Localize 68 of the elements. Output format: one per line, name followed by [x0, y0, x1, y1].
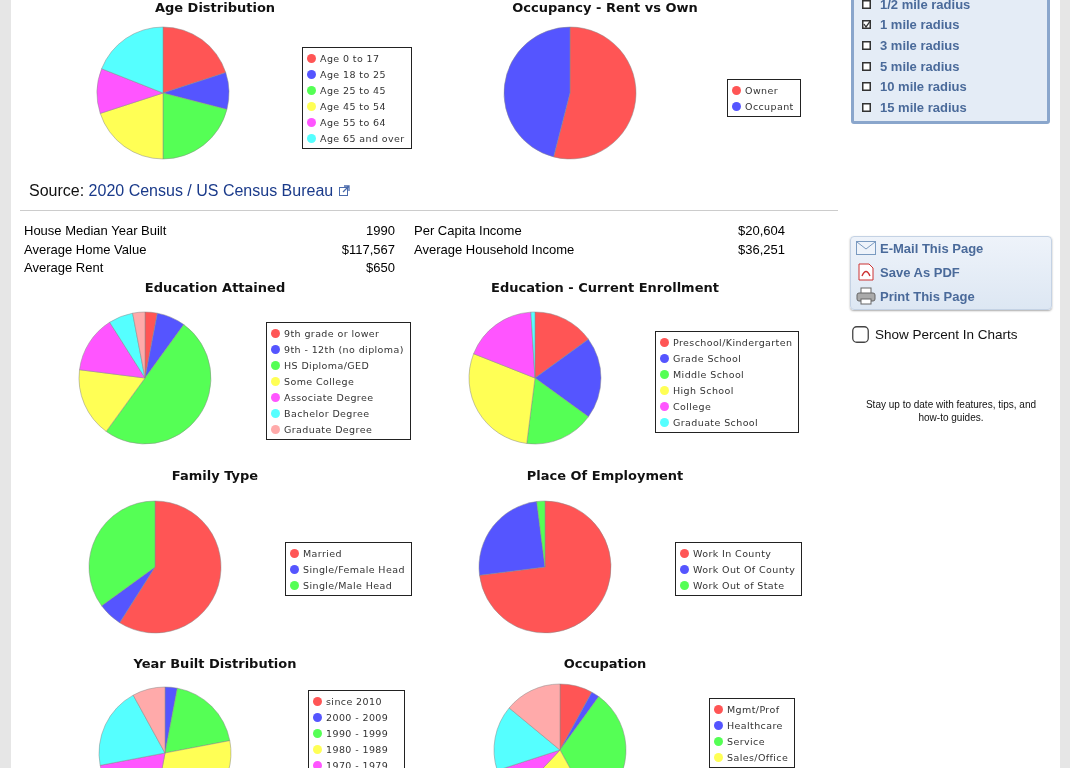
text: 1990: [365, 223, 395, 238]
legend-label: Bachelor Degree: [284, 407, 370, 419]
text: Print This Page: [880, 288, 975, 304]
legend-label: 9th - 12th (no diploma): [284, 343, 404, 355]
legend-label: 1990 - 1999: [326, 727, 389, 739]
legend-label: 9th grade or lower: [284, 327, 380, 339]
legend-label: Married: [303, 547, 342, 559]
text: 1 mile radius: [880, 17, 960, 33]
chart-title: Occupancy - Rent vs Own: [511, 0, 699, 15]
text: Save As PDF: [880, 264, 960, 280]
legend-label: Single/Female Head: [303, 563, 405, 575]
legend-label: Work In County: [693, 547, 772, 559]
text: 3 mile radius: [880, 37, 960, 53]
legend-label: Healthcare: [727, 719, 783, 731]
text: $650: [365, 260, 395, 275]
text: 5 mile radius: [880, 58, 960, 74]
text: E-Mail This Page: [880, 240, 984, 256]
text: Stay up to date with features, tips, and how-to guides.: [864, 398, 1038, 424]
text: $36,251: [737, 241, 785, 257]
legend-label: Graduate School: [673, 416, 759, 428]
legend-label: Owner: [745, 84, 779, 96]
chart-title: Family Type: [170, 468, 260, 483]
chart-title: Education - Current Enrollment: [490, 280, 720, 295]
text: $20,604: [737, 223, 785, 238]
legend-label: Mgmt/Prof: [727, 703, 780, 715]
legend-label: Grade School: [673, 352, 742, 364]
legend-label: Middle School: [673, 368, 745, 380]
text: 1/2 mile radius: [880, 0, 971, 12]
text: 2020 Census / US Census Bureau: [88, 182, 334, 199]
legend-label: Sales/Office: [727, 751, 789, 763]
legend-label: Service: [727, 735, 765, 747]
text: $117,567: [340, 241, 395, 257]
pie-slice: [479, 500, 612, 634]
legend-label: Work Out of State: [693, 579, 785, 591]
legend-label: HS Diploma/GED: [284, 359, 370, 371]
legend-label: since 2010: [326, 695, 382, 707]
chart-title: Age Distribution: [153, 0, 277, 15]
legend-label: Age 65 and over: [320, 132, 405, 144]
legend-label: Work Out Of County: [693, 563, 796, 575]
chart-title: Place Of Employment: [525, 468, 685, 483]
legend-label: Some College: [284, 375, 355, 387]
legend-label: Age 18 to 25: [320, 68, 386, 80]
legend-label: Single/Male Head: [303, 579, 393, 591]
source-note: Source:: [29, 182, 85, 199]
legend-label: 1980 - 1989: [326, 743, 389, 755]
legend-label: High School: [673, 384, 734, 396]
chart-title: Education Attained: [143, 280, 287, 295]
text: House Median Year Built: [24, 223, 167, 238]
text: 10 mile radius: [880, 79, 967, 95]
text: 15 mile radius: [880, 100, 967, 115]
legend-label: 1970 - 1979: [326, 759, 389, 768]
legend-label: Occupant: [745, 100, 794, 112]
legend-label: 2000 - 2009: [326, 711, 389, 723]
chart-title: Occupation: [562, 656, 648, 671]
text: Average Home Value: [24, 241, 147, 257]
text: Average Rent: [24, 260, 104, 275]
text: Average Household Income: [414, 241, 575, 257]
legend-label: Age 25 to 45: [320, 84, 386, 96]
text: Show Percent In Charts: [875, 326, 1018, 342]
text: Per Capita Income: [414, 223, 522, 238]
legend-label: Graduate Degree: [284, 423, 373, 435]
legend-label: Associate Degree: [284, 391, 374, 403]
legend-label: College: [673, 400, 712, 412]
legend-label: Age 45 to 54: [320, 100, 386, 112]
legend-label: Age 55 to 64: [320, 116, 386, 128]
chart-title: Year Built Distribution: [132, 656, 298, 671]
legend-label: Age 0 to 17: [320, 52, 380, 64]
legend-label: Preschool/Kindergarten: [673, 336, 793, 348]
